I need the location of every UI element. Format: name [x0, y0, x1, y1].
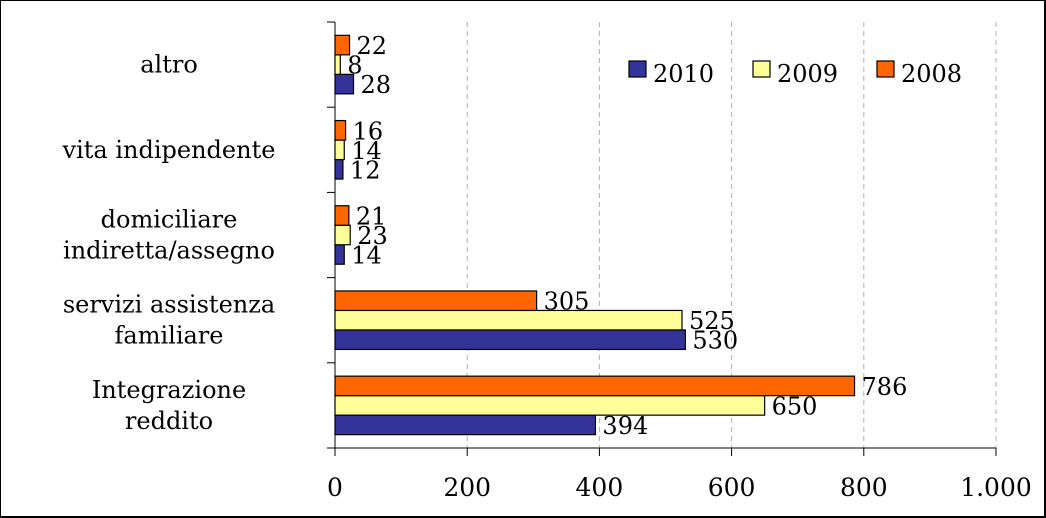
- data-label: 21: [356, 203, 387, 231]
- data-label: 14: [351, 242, 382, 270]
- bar-2009: [334, 54, 341, 75]
- category-label: servizi assistenza: [63, 291, 275, 319]
- x-tick-label: 200: [443, 473, 491, 502]
- data-label: 14: [351, 137, 382, 165]
- bars: [334, 34, 856, 436]
- bar-2010: [334, 158, 344, 180]
- category-label: indiretta/assegno: [63, 237, 275, 265]
- x-tick-label: 1.000: [960, 473, 1032, 502]
- bar-2008: [334, 205, 350, 226]
- legend-swatch-2008: [876, 60, 895, 78]
- data-label: 650: [772, 392, 818, 420]
- data-label: 8: [347, 52, 362, 80]
- axes: [327, 21, 997, 456]
- legend-swatch-2010: [628, 60, 647, 78]
- x-tick-labels: 0 200 400 600 800 1.000: [327, 473, 1032, 502]
- category-label: vita indipendente: [62, 136, 276, 164]
- category-label: altro: [140, 51, 198, 79]
- x-tick-label: 400: [576, 473, 624, 502]
- legend-swatch-2009: [752, 60, 771, 78]
- data-label: 16: [353, 117, 384, 145]
- data-label: 305: [544, 288, 590, 316]
- x-tick-label: 800: [840, 473, 888, 502]
- bar-2008: [334, 119, 347, 141]
- data-label: 530: [692, 327, 738, 355]
- data-label: 28: [361, 71, 392, 99]
- category-labels: altro vita indipendente domiciliare indiret…: [62, 51, 276, 435]
- legend-label: 2010: [653, 60, 714, 88]
- category-label: reddito: [125, 407, 213, 435]
- data-label: 394: [602, 412, 648, 440]
- legend-label: 2009: [777, 60, 838, 88]
- category-label: domiciliare: [101, 206, 238, 234]
- bar-2009: [334, 224, 351, 246]
- data-label: 525: [689, 307, 735, 335]
- legend-label: 2008: [901, 60, 962, 88]
- bar-2009: [334, 309, 683, 331]
- bar-2008: [334, 290, 538, 312]
- bar-2010: [334, 329, 686, 351]
- x-tick-label: 600: [708, 473, 756, 502]
- bar-2009: [334, 139, 345, 161]
- data-label: 786: [862, 373, 908, 401]
- category-label: familiare: [115, 322, 224, 350]
- data-label: 23: [357, 222, 388, 250]
- x-tick-label: 0: [327, 473, 343, 502]
- bar-2010: [334, 414, 597, 436]
- data-label: 12: [350, 156, 381, 184]
- bar-2010: [334, 244, 345, 265]
- category-label: Integrazione: [92, 376, 246, 404]
- bar-2009: [334, 395, 766, 416]
- data-label: 22: [357, 32, 388, 60]
- legend: 2010 2009 2008: [628, 60, 962, 88]
